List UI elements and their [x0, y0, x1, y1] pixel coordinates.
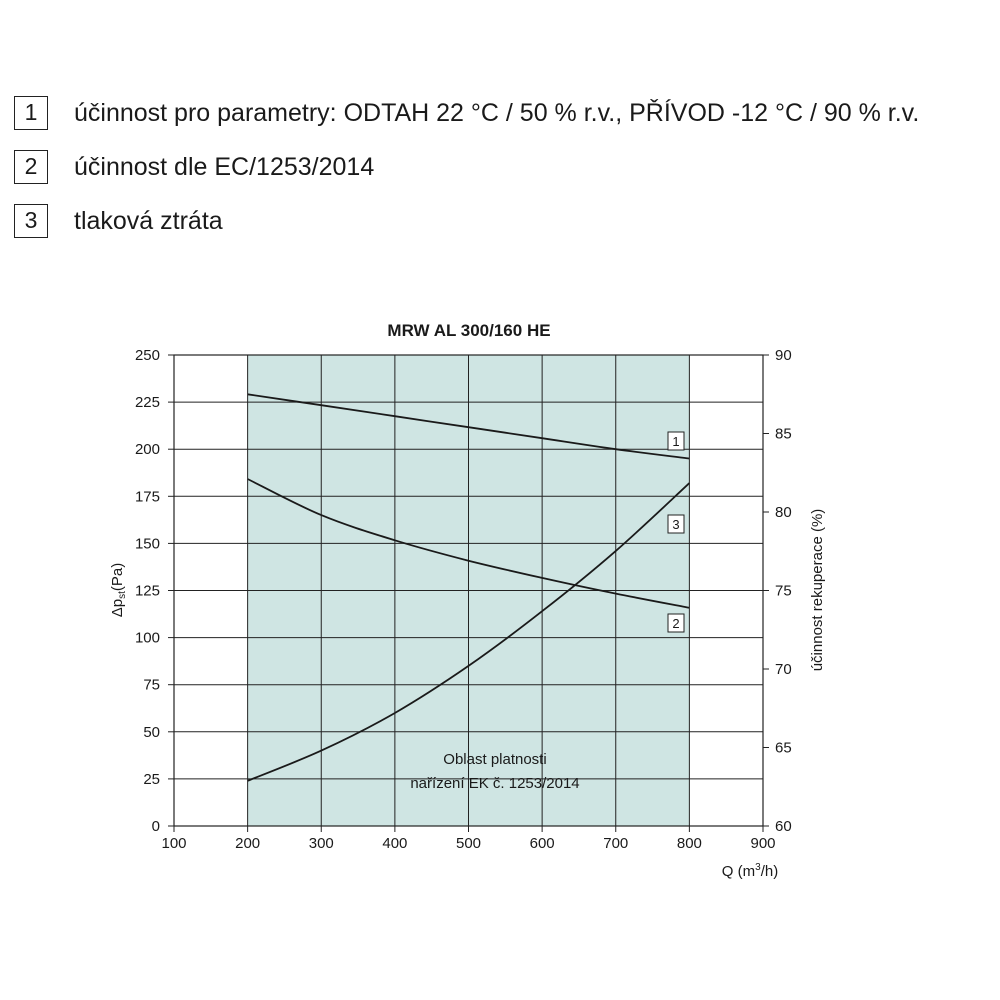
series-line-2 — [247, 478, 690, 609]
series-label: 2 — [672, 616, 679, 631]
y-left-tick-label: 150 — [135, 535, 160, 552]
y-left-tick-label: 25 — [143, 771, 160, 788]
x-tick-label: 100 — [161, 835, 186, 852]
legend-number-box: 1 — [14, 96, 48, 130]
series-label: 1 — [672, 434, 679, 449]
y-left-tick-label: 100 — [135, 630, 160, 647]
y-right-tick-label: 75 — [775, 583, 792, 600]
y-left-tick-label: 250 — [135, 347, 160, 364]
region-label-bg — [388, 746, 602, 796]
y-left-tick-label: 175 — [135, 488, 160, 505]
y-axis-label-left: Δpst(Pa) — [109, 563, 128, 618]
y-left-tick-label: 225 — [135, 394, 160, 411]
series-line-1 — [247, 393, 690, 460]
x-axis-label: Q (m3/h) — [722, 862, 778, 880]
y-left-tick-label: 0 — [152, 818, 160, 835]
x-tick-label: 700 — [603, 835, 628, 852]
x-tick-label: 300 — [309, 835, 334, 852]
legend-number-box: 2 — [14, 150, 48, 184]
y-left-tick-label: 125 — [135, 583, 160, 600]
legend-text: účinnost pro parametry: ODTAH 22 °C / 50… — [74, 99, 920, 127]
y-left-tick-label: 75 — [143, 677, 160, 694]
x-tick-label: 500 — [456, 835, 481, 852]
series-line-3 — [247, 482, 691, 782]
y-right-tick-label: 70 — [775, 661, 792, 678]
series-label-box — [667, 613, 685, 633]
x-tick-label: 600 — [530, 835, 555, 852]
x-tick-label: 400 — [382, 835, 407, 852]
legend-text: tlaková ztráta — [74, 207, 223, 235]
chart: 1 2 3 100 200 300 400 500 600 700 800 900 0 25 50 75 10… — [109, 321, 826, 880]
y-right-tick-label: 90 — [775, 347, 792, 364]
series-label: 3 — [672, 517, 679, 532]
y-right-tick-label: 60 — [775, 818, 792, 835]
y-left-tick-label: 50 — [143, 724, 160, 741]
legend-text: účinnost dle EC/1253/2014 — [74, 153, 375, 181]
region-label-line2: nařízení EK č. 1253/2014 — [410, 775, 579, 792]
chart-title: MRW AL 300/160 HE — [387, 321, 550, 340]
y-left-tick-label: 200 — [135, 441, 160, 458]
x-tick-label: 800 — [677, 835, 702, 852]
y-right-tick-label: 80 — [775, 504, 792, 521]
x-tick-label: 900 — [750, 835, 775, 852]
series-label-box — [667, 431, 685, 451]
series-label-box — [667, 514, 685, 534]
y-axis-label-right: účinnost rekuperace (%) — [809, 509, 826, 672]
x-tick-label: 200 — [235, 835, 260, 852]
region-label-line1: Oblast platnosti — [443, 751, 546, 768]
y-right-tick-label: 85 — [775, 426, 792, 443]
legend-number-box: 3 — [14, 204, 48, 238]
y-right-tick-label: 65 — [775, 740, 792, 757]
